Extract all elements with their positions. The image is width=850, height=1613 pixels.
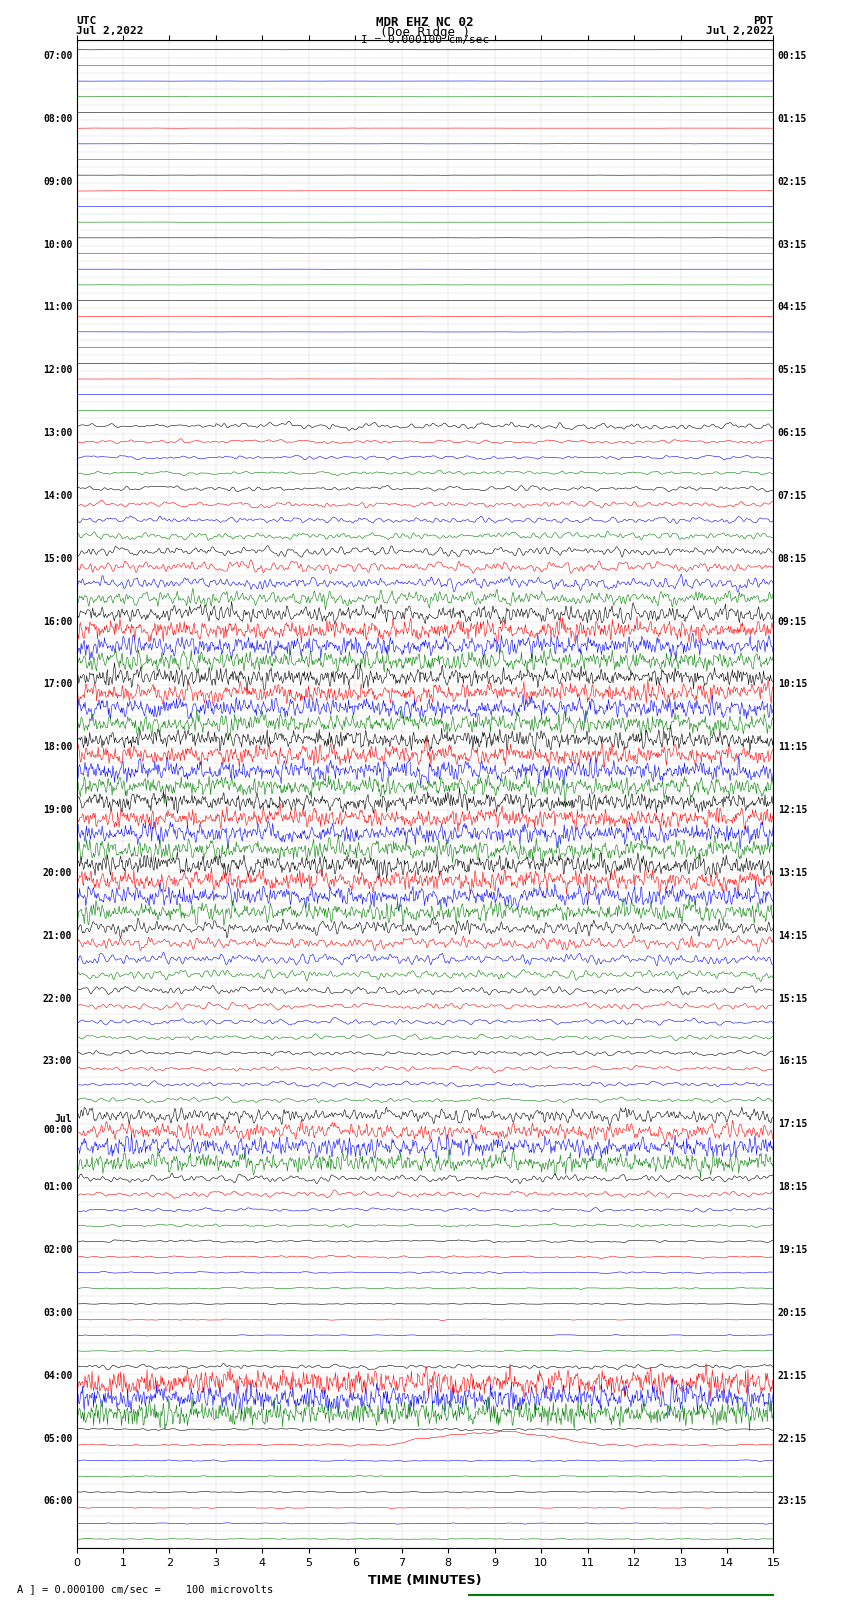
Text: MDR EHZ NC 02: MDR EHZ NC 02 bbox=[377, 16, 473, 29]
Text: UTC: UTC bbox=[76, 16, 97, 26]
Text: 13:00: 13:00 bbox=[42, 427, 72, 439]
Text: 08:00: 08:00 bbox=[42, 115, 72, 124]
Text: 20:00: 20:00 bbox=[42, 868, 72, 877]
Text: 01:15: 01:15 bbox=[778, 115, 807, 124]
Text: 15:15: 15:15 bbox=[778, 994, 807, 1003]
Text: 15:00: 15:00 bbox=[42, 553, 72, 565]
Text: 07:00: 07:00 bbox=[42, 52, 72, 61]
Text: Jul 2,2022: Jul 2,2022 bbox=[706, 26, 774, 35]
Text: 07:15: 07:15 bbox=[778, 490, 807, 502]
Text: 06:00: 06:00 bbox=[42, 1497, 72, 1507]
Text: 21:00: 21:00 bbox=[42, 931, 72, 940]
Text: 05:00: 05:00 bbox=[42, 1434, 72, 1444]
Text: 03:15: 03:15 bbox=[778, 240, 807, 250]
Text: 19:00: 19:00 bbox=[42, 805, 72, 815]
Text: Jul 2,2022: Jul 2,2022 bbox=[76, 26, 144, 35]
Text: 04:00: 04:00 bbox=[42, 1371, 72, 1381]
Text: 23:15: 23:15 bbox=[778, 1497, 807, 1507]
Text: 16:15: 16:15 bbox=[778, 1057, 807, 1066]
Text: 06:15: 06:15 bbox=[778, 427, 807, 439]
Text: 14:00: 14:00 bbox=[42, 490, 72, 502]
Text: 00:15: 00:15 bbox=[778, 52, 807, 61]
Text: 20:15: 20:15 bbox=[778, 1308, 807, 1318]
X-axis label: TIME (MINUTES): TIME (MINUTES) bbox=[368, 1574, 482, 1587]
Text: 11:00: 11:00 bbox=[42, 302, 72, 313]
Text: 14:15: 14:15 bbox=[778, 931, 807, 940]
Text: 10:15: 10:15 bbox=[778, 679, 807, 689]
Text: A ] = 0.000100 cm/sec =    100 microvolts: A ] = 0.000100 cm/sec = 100 microvolts bbox=[17, 1584, 273, 1594]
Text: 13:15: 13:15 bbox=[778, 868, 807, 877]
Text: (Doe Ridge ): (Doe Ridge ) bbox=[380, 26, 470, 39]
Text: 23:00: 23:00 bbox=[42, 1057, 72, 1066]
Text: 10:00: 10:00 bbox=[42, 240, 72, 250]
Text: 18:15: 18:15 bbox=[778, 1182, 807, 1192]
Text: 19:15: 19:15 bbox=[778, 1245, 807, 1255]
Text: 03:00: 03:00 bbox=[42, 1308, 72, 1318]
Text: 05:15: 05:15 bbox=[778, 365, 807, 376]
Text: PDT: PDT bbox=[753, 16, 774, 26]
Text: 22:15: 22:15 bbox=[778, 1434, 807, 1444]
Text: 09:15: 09:15 bbox=[778, 616, 807, 626]
Text: 21:15: 21:15 bbox=[778, 1371, 807, 1381]
Text: 12:00: 12:00 bbox=[42, 365, 72, 376]
Text: 08:15: 08:15 bbox=[778, 553, 807, 565]
Text: 01:00: 01:00 bbox=[42, 1182, 72, 1192]
Text: 16:00: 16:00 bbox=[42, 616, 72, 626]
Text: 22:00: 22:00 bbox=[42, 994, 72, 1003]
Text: 02:00: 02:00 bbox=[42, 1245, 72, 1255]
Text: 18:00: 18:00 bbox=[42, 742, 72, 752]
Text: 11:15: 11:15 bbox=[778, 742, 807, 752]
Text: 12:15: 12:15 bbox=[778, 805, 807, 815]
Text: Jul
00:00: Jul 00:00 bbox=[42, 1113, 72, 1136]
Text: 17:15: 17:15 bbox=[778, 1119, 807, 1129]
Text: 09:00: 09:00 bbox=[42, 177, 72, 187]
Text: 04:15: 04:15 bbox=[778, 302, 807, 313]
Text: 02:15: 02:15 bbox=[778, 177, 807, 187]
Text: I = 0.000100 cm/sec: I = 0.000100 cm/sec bbox=[361, 35, 489, 45]
Text: 17:00: 17:00 bbox=[42, 679, 72, 689]
